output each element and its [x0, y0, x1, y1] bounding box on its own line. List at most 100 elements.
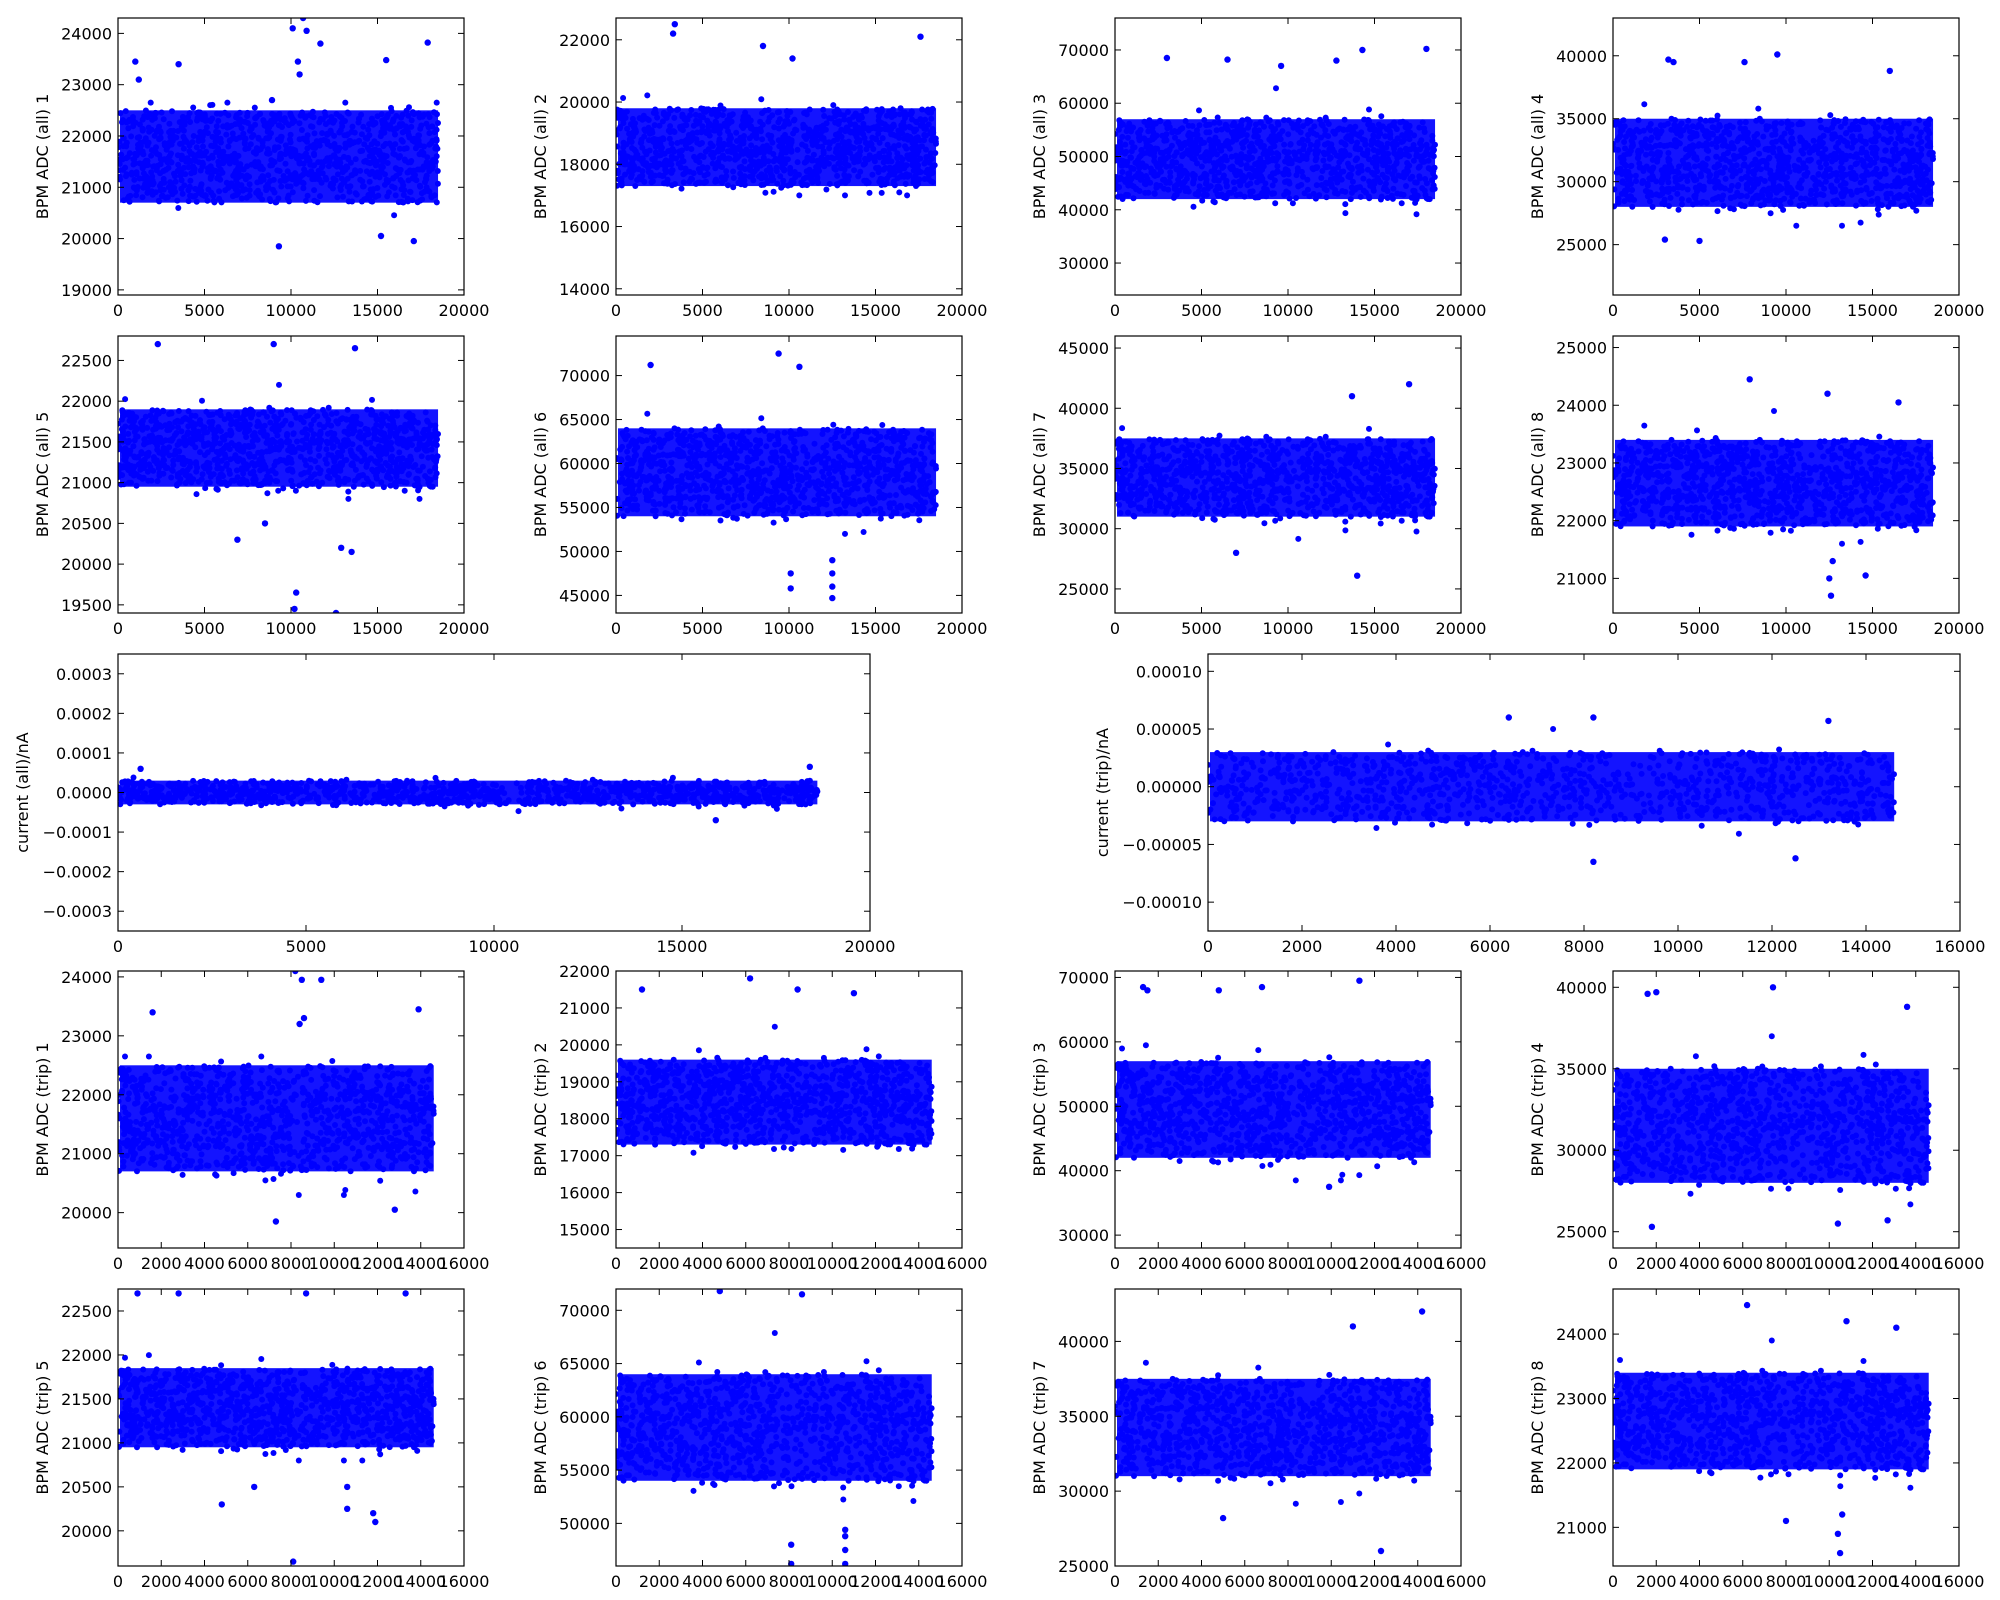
data-point	[866, 189, 873, 196]
scatter-points	[118, 340, 441, 613]
y-tick-label: 16000	[559, 218, 610, 237]
x-tick-label: 5000	[184, 301, 225, 320]
outlier-point	[1277, 62, 1285, 70]
y-tick-label: 23000	[61, 76, 112, 95]
y-tick-label: 40000	[1556, 47, 1607, 66]
outlier-point	[132, 58, 139, 65]
dense-point-cloud	[1117, 119, 1436, 200]
data-point	[1272, 200, 1279, 207]
data-point	[1675, 206, 1682, 213]
data-point	[391, 212, 398, 219]
outlier-point	[1696, 237, 1703, 245]
data-point	[1714, 208, 1721, 215]
outlier-point	[671, 21, 678, 28]
data-point	[1289, 200, 1296, 207]
y-tick-label: 24000	[61, 24, 112, 43]
outlier-point	[424, 39, 431, 46]
outlier-point	[1670, 58, 1677, 66]
data-point	[1641, 101, 1648, 108]
y-tick-label: 14000	[559, 280, 610, 299]
data-point	[345, 495, 352, 502]
x-tick-label: 5000	[1679, 301, 1720, 320]
panel-4: 0 5000 10000 15000 2000025000300003500040000…	[1528, 17, 1984, 320]
data-point	[878, 189, 885, 196]
data-point	[1398, 200, 1405, 207]
outlier-point	[1333, 57, 1340, 64]
data-point	[1793, 222, 1800, 229]
x-tick-label: 5000	[682, 301, 723, 320]
x-tick-label: 10000	[1263, 301, 1314, 320]
outlier-point	[317, 40, 324, 47]
outlier-point	[669, 30, 677, 37]
x-tick-label: 15000	[1847, 301, 1898, 320]
data-point	[1875, 211, 1882, 218]
data-point	[1857, 219, 1864, 226]
data-point	[1190, 203, 1197, 210]
outlier-point	[383, 56, 390, 64]
data-point	[1874, 206, 1881, 213]
data-point	[762, 189, 769, 196]
data-point	[770, 188, 777, 195]
outlier-point	[299, 18, 307, 22]
scatter-points	[1613, 51, 1936, 245]
outlier-point	[296, 71, 303, 78]
data-point	[147, 99, 154, 106]
y-axis-label: BPM ADC (all) 1	[33, 94, 52, 219]
outlier-point	[175, 60, 182, 68]
x-tick-label: 10000	[266, 301, 317, 320]
y-tick-label: 35000	[1556, 110, 1607, 129]
data-point	[175, 205, 182, 211]
data-point	[1378, 113, 1385, 120]
data-point	[224, 99, 231, 106]
x-tick-label: 0	[113, 301, 123, 320]
data-point	[1342, 210, 1349, 217]
y-axis-label: BPM ADC (all) 2	[531, 94, 550, 219]
data-point	[264, 490, 271, 497]
outlier-point	[917, 33, 924, 40]
dense-point-cloud	[618, 108, 937, 187]
y-tick-label: 18000	[559, 155, 610, 174]
x-tick-label: 0	[1110, 301, 1120, 320]
x-tick-label: 10000	[1761, 301, 1812, 320]
data-point	[122, 396, 129, 403]
scatter-points	[1115, 45, 1438, 218]
data-point	[1210, 198, 1217, 205]
data-point	[1767, 210, 1774, 217]
x-tick-label: 20000	[937, 301, 988, 320]
scatter-points	[118, 18, 441, 250]
data-point	[1413, 211, 1420, 218]
outlier-point	[294, 58, 302, 65]
data-point	[251, 104, 258, 111]
panel-5: 0 5000 10000 15000 2000019500200002050021000…	[33, 335, 489, 638]
data-point	[842, 192, 848, 199]
y-tick-label: 50000	[1058, 148, 1109, 167]
y-tick-label: 30000	[1556, 173, 1607, 192]
y-tick-label: 21000	[61, 178, 112, 197]
data-point	[416, 495, 423, 502]
outlier-point	[268, 96, 276, 104]
scatter-points	[616, 21, 939, 199]
data-point	[280, 485, 287, 492]
y-tick-label: 20000	[61, 230, 112, 249]
data-point	[1342, 201, 1349, 208]
outlier-point	[289, 25, 296, 32]
data-point	[1755, 105, 1762, 112]
outlier-point	[1665, 56, 1672, 63]
outlier-point	[759, 42, 767, 50]
y-tick-label: 40000	[1058, 201, 1109, 220]
panel-3: 0 5000 10000 15000 2000030000400005000060000…	[1030, 17, 1486, 320]
data-point	[1214, 114, 1221, 121]
data-point	[1714, 112, 1721, 119]
y-tick-label: 70000	[1058, 41, 1109, 60]
outlier-point	[410, 237, 417, 245]
x-tick-label: 10000	[764, 301, 815, 320]
data-point	[1196, 107, 1202, 114]
data-point	[620, 95, 627, 101]
outlier-point	[135, 76, 142, 83]
data-point	[796, 192, 803, 199]
x-tick-label: 15000	[1349, 301, 1400, 320]
data-point	[717, 102, 724, 109]
data-point	[388, 104, 394, 111]
data-point	[406, 104, 412, 111]
x-tick-label: 0	[611, 301, 621, 320]
